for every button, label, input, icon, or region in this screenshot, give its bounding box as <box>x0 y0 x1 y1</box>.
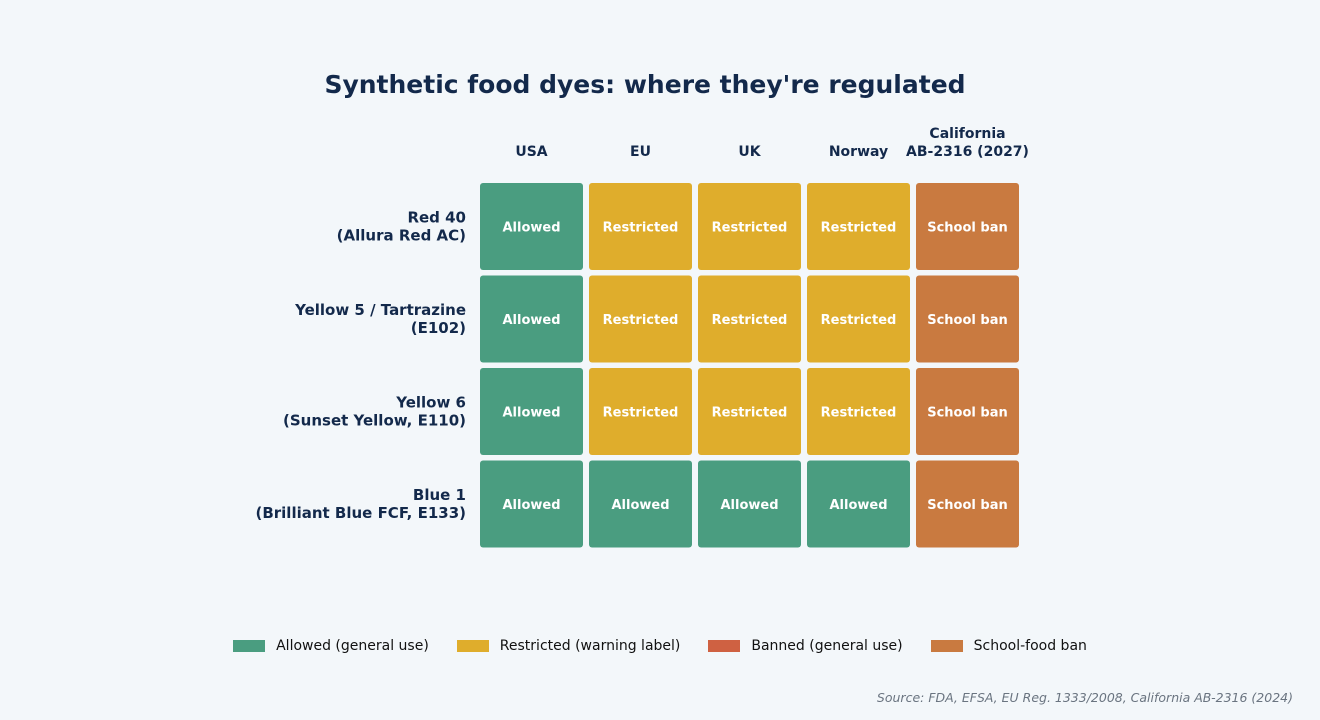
source-note: Source: FDA, EFSA, EU Reg. 1333/2008, Ca… <box>876 690 1293 705</box>
legend-item-banned: Banned (general use) <box>708 638 903 654</box>
cell-label-r4-c1: Allowed <box>502 498 560 513</box>
cell-label-r4-c2: Allowed <box>611 498 669 513</box>
legend-swatch-restricted <box>456 640 489 652</box>
cell-label-r2-c5: School ban <box>927 313 1008 328</box>
row-label-1-line-1: Red 40 <box>407 209 466 227</box>
cell-r3-c1 <box>480 368 583 455</box>
column-header-eu-line-1: EU <box>630 144 651 160</box>
heatmap-chart: USA EU UK Norway California AB-2316 (2027) Red… <box>255 126 1029 548</box>
legend-label-restricted: Restricted (warning label) <box>499 638 681 654</box>
legend-item-restricted: Restricted (warning label) <box>456 638 681 654</box>
cell-label-r3-c4: Restricted <box>821 406 897 421</box>
legend-item-school-ban: School-food ban <box>930 638 1087 654</box>
cell-r2-c3 <box>698 275 801 363</box>
cell-label-r1-c3: Restricted <box>712 221 788 236</box>
column-header-california-line-2: AB-2316 (2027) <box>906 144 1029 160</box>
cell-label-r1-c5: School ban <box>927 221 1008 236</box>
legend-swatch-allowed <box>233 640 266 652</box>
cell-r4-c2 <box>589 460 692 548</box>
legend-label-banned: Banned (general use) <box>751 638 903 654</box>
cell-label-r3-c1: Allowed <box>502 406 560 421</box>
cell-r4-c3 <box>698 460 801 548</box>
row-label-3-line-1: Yellow 6 <box>395 394 466 412</box>
row-label-4-line-1: Blue 1 <box>413 486 466 504</box>
cell-label-r4-c3: Allowed <box>720 498 778 513</box>
row-label-4-line-2: (Brilliant Blue FCF, E133) <box>255 504 466 522</box>
legend-label-allowed: Allowed (general use) <box>276 638 429 654</box>
cell-r1-c1 <box>480 183 583 270</box>
row-label-1-line-2: (Allura Red AC) <box>337 227 466 245</box>
column-header-uk-line-1: UK <box>738 144 761 160</box>
cell-r4-c1 <box>480 460 583 548</box>
cell-label-r2-c1: Allowed <box>502 313 560 328</box>
cell-label-r1-c2: Restricted <box>603 221 679 236</box>
cell-label-r2-c2: Restricted <box>603 313 679 328</box>
cell-label-r3-c3: Restricted <box>712 406 788 421</box>
chart-title: Synthetic food dyes: where they're regul… <box>324 70 966 99</box>
column-header-norway-line-1: Norway <box>829 144 888 160</box>
cell-label-r3-c5: School ban <box>927 406 1008 421</box>
cell-r1-c5 <box>916 183 1019 270</box>
cell-label-r1-c4: Restricted <box>821 221 897 236</box>
row-label-2-line-1: Yellow 5 / Tartrazine <box>294 301 466 319</box>
legend-swatch-banned <box>708 640 741 652</box>
legend: Allowed (general use) Restricted (warnin… <box>0 638 1320 654</box>
cell-label-r3-c2: Restricted <box>603 406 679 421</box>
cell-r1-c3 <box>698 183 801 270</box>
row-label-3-line-2: (Sunset Yellow, E110) <box>283 412 466 430</box>
cell-r3-c5 <box>916 368 1019 455</box>
row-label-2-line-2: (E102) <box>411 319 466 337</box>
cell-r1-c2 <box>589 183 692 270</box>
cell-label-r4-c5: School ban <box>927 498 1008 513</box>
legend-label-school-ban: School-food ban <box>973 638 1087 654</box>
cell-label-r4-c4: Allowed <box>829 498 887 513</box>
cell-r1-c4 <box>807 183 910 270</box>
cell-label-r1-c1: Allowed <box>502 221 560 236</box>
legend-swatch-school-ban <box>930 640 963 652</box>
cell-r2-c1 <box>480 275 583 363</box>
cell-r2-c4 <box>807 275 910 363</box>
column-header-california-line-1: California <box>929 126 1005 142</box>
cell-r2-c5 <box>916 275 1019 363</box>
cell-r3-c3 <box>698 368 801 455</box>
cell-label-r2-c4: Restricted <box>821 313 897 328</box>
legend-item-allowed: Allowed (general use) <box>233 638 429 654</box>
cell-r4-c4 <box>807 460 910 548</box>
cell-r4-c5 <box>916 460 1019 548</box>
cell-label-r2-c3: Restricted <box>712 313 788 328</box>
cell-r3-c2 <box>589 368 692 455</box>
column-header-usa-line-1: USA <box>515 144 547 160</box>
cell-r2-c2 <box>589 275 692 363</box>
cell-r3-c4 <box>807 368 910 455</box>
